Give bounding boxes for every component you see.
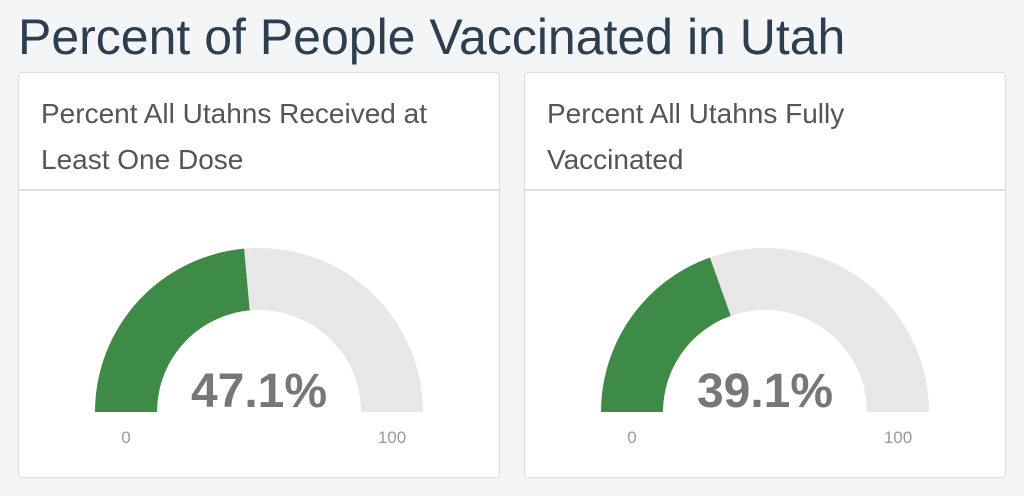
gauge-limit-label: 0 [121,428,130,447]
gauge-bar [95,248,250,412]
gauge-card: Percent All Utahns Fully Vaccinated 39.1%… [524,72,1006,478]
page-title: Percent of People Vaccinated in Utah [18,9,846,65]
gauge-limit-label: 100 [884,428,912,447]
gauge-card: Percent All Utahns Received at Least One… [18,72,500,478]
gauge-track [244,248,423,412]
gauge-track [709,248,929,412]
card-title: Percent All Utahns Received at Least One… [19,73,499,191]
gauge: 47.1% 0 100 [95,248,423,447]
gauge: 39.1% 0 100 [601,248,929,447]
gauge-limit-label: 100 [378,428,406,447]
value-label: 47.1% [191,365,327,418]
gauge-limit-label: 0 [627,428,636,447]
card-title: Percent All Utahns Fully Vaccinated [525,73,1005,191]
gauge-bar [601,257,731,412]
value-label: 39.1% [697,365,833,418]
